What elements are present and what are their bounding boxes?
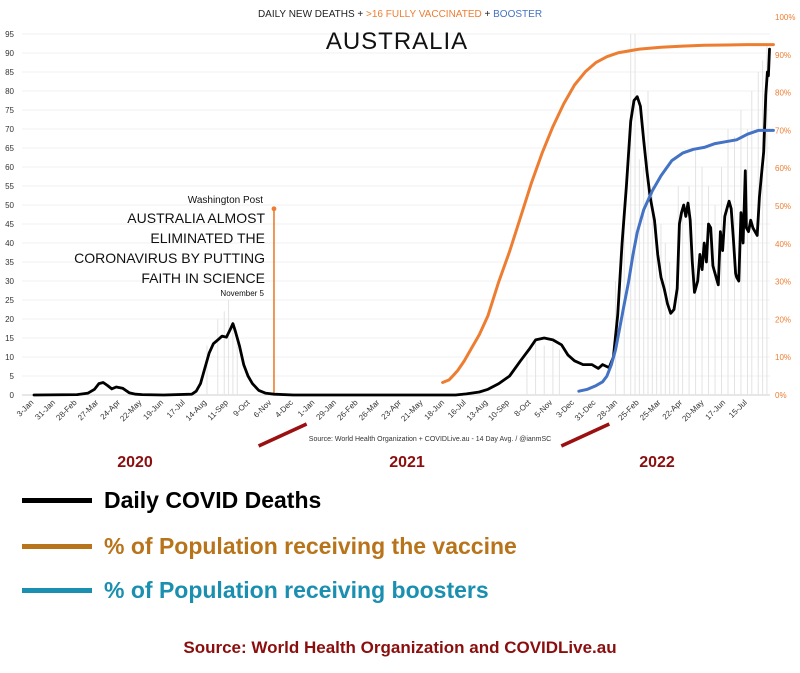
chart-title: AUSTRALIA — [326, 28, 468, 55]
x-tick-15: 26-Feb — [335, 398, 360, 423]
y-right-tick-10: 100% — [775, 13, 795, 22]
x-tick-27: 28-Jan — [595, 398, 619, 422]
annotation-line-text-1: ELIMINATED THE — [150, 230, 265, 246]
y-left-tick-0: 0 — [10, 391, 15, 400]
y-right-tick-5: 50% — [775, 202, 791, 211]
x-tick-32: 17-Jun — [704, 398, 728, 422]
y-left-tick-13: 65 — [5, 144, 14, 153]
y-left-tick-12: 60 — [5, 163, 14, 172]
y-left-tick-18: 90 — [5, 49, 14, 58]
y-left-tick-5: 25 — [5, 296, 14, 305]
y-left-tick-1: 5 — [10, 372, 15, 381]
x-tick-23: 8-Oct — [512, 398, 533, 419]
legend-item-deaths: Daily COVID Deaths — [22, 486, 321, 514]
x-tick-21: 13-Aug — [465, 398, 490, 423]
year-divider-1 — [560, 422, 611, 448]
y-left-tick-19: 95 — [5, 30, 14, 39]
x-tick-18: 21-May — [399, 398, 424, 423]
x-tick-28: 25-Feb — [616, 398, 641, 423]
x-tick-1: 31-Jan — [33, 398, 57, 422]
y-left-tick-6: 30 — [5, 277, 14, 286]
year-label-2: 2022 — [639, 454, 675, 471]
x-tick-31: 20-May — [680, 398, 705, 423]
year-label-0: 2020 — [117, 454, 153, 471]
chart-area: 0 5 10 15 20 25 30 35 40 45 50 55 60 65 70 75 80 85 90 95 0%… — [5, 9, 795, 471]
legend-label-boosters: % of Population receiving boosters — [104, 576, 489, 603]
y-left-tick-4: 20 — [5, 315, 14, 324]
y-right-tick-0: 0% — [775, 391, 787, 400]
year-divider-0 — [257, 422, 308, 448]
chart-header-part-4: BOOSTER — [493, 9, 542, 20]
y-right-tick-7: 70% — [775, 126, 791, 135]
y-right-tick-2: 20% — [775, 315, 791, 324]
series-line-0 — [32, 47, 771, 397]
x-tick-3: 27-Mar — [76, 398, 101, 423]
annotation-dot — [271, 206, 277, 212]
legend-item-boosters: % of Population receiving boosters — [22, 576, 489, 604]
x-tick-33: 15-Jul — [727, 398, 749, 420]
legend-swatch-deaths — [22, 497, 92, 503]
y-left-tick-7: 35 — [5, 258, 14, 267]
y-left-tick-11: 55 — [5, 182, 14, 191]
y-right-tick-4: 40% — [775, 240, 791, 249]
chart-header-part-1: + — [355, 9, 366, 20]
annotation-line-text-3: FAITH IN SCIENCE — [141, 270, 265, 286]
legend-swatch-boosters — [22, 587, 92, 593]
y-right-tick-9: 90% — [775, 51, 791, 60]
series-line-2 — [577, 128, 775, 393]
legend-item-vaccine: % of Population receiving the vaccine — [22, 532, 517, 560]
x-tick-6: 19-Jun — [141, 398, 165, 422]
x-tick-10: 9-Oct — [231, 398, 252, 419]
y-left-tick-9: 45 — [5, 220, 14, 229]
x-tick-2: 28-Feb — [54, 398, 79, 423]
legend-label-vaccine: % of Population receiving the vaccine — [104, 532, 517, 559]
x-tick-22: 10-Sep — [486, 398, 511, 423]
y-left-tick-8: 40 — [5, 239, 14, 248]
chart-header-part-2: >16 FULLY VACCINATED — [366, 9, 482, 20]
annotation-source: Washington Post — [188, 195, 263, 206]
chart-header: DAILY NEW DEATHS + >16 FULLY VACCINATED … — [258, 9, 542, 20]
y-right-tick-8: 80% — [775, 89, 791, 98]
x-tick-14: 29-Jan — [314, 398, 338, 422]
chart-source-note: Source: World Health Organization + COVI… — [309, 436, 551, 443]
x-tick-5: 22-May — [118, 398, 143, 423]
source-line: Source: World Health Organization and CO… — [183, 638, 617, 657]
annotation-line-text-0: AUSTRALIA ALMOST — [127, 210, 265, 226]
annotation-date: November 5 — [220, 289, 264, 298]
x-tick-29: 25-Mar — [638, 398, 663, 423]
x-tick-16: 26-Mar — [357, 398, 382, 423]
y-left-tick-10: 50 — [5, 201, 14, 210]
year-label-1: 2021 — [389, 454, 425, 471]
y-right-tick-3: 30% — [775, 278, 791, 287]
y-right-tick-1: 10% — [775, 353, 791, 362]
series-line-1 — [441, 43, 775, 384]
y-left-tick-2: 10 — [5, 353, 14, 362]
x-tick-11: 6-Nov — [252, 398, 273, 419]
y-left-tick-3: 15 — [5, 334, 14, 343]
y-right-tick-6: 60% — [775, 164, 791, 173]
x-tick-8: 14-Aug — [184, 398, 209, 423]
x-tick-26: 31-Dec — [573, 398, 598, 423]
annotation-line-text-2: CORONAVIRUS BY PUTTING — [74, 250, 265, 266]
x-tick-9: 11-Sep — [206, 398, 231, 423]
y-left-tick-14: 70 — [5, 125, 14, 134]
y-left-tick-17: 85 — [5, 68, 14, 77]
y-left-tick-15: 75 — [5, 106, 14, 115]
y-left-tick-16: 80 — [5, 87, 14, 96]
x-tick-12: 4-Dec — [273, 398, 294, 419]
legend-swatch-vaccine — [22, 543, 92, 549]
legend-label-deaths: Daily COVID Deaths — [104, 486, 322, 513]
x-tick-19: 18-Jun — [423, 398, 447, 422]
x-tick-24: 5-Nov — [533, 398, 554, 419]
chart-header-part-0: DAILY NEW DEATHS — [258, 9, 355, 20]
chart-header-part-3: + — [482, 9, 493, 20]
